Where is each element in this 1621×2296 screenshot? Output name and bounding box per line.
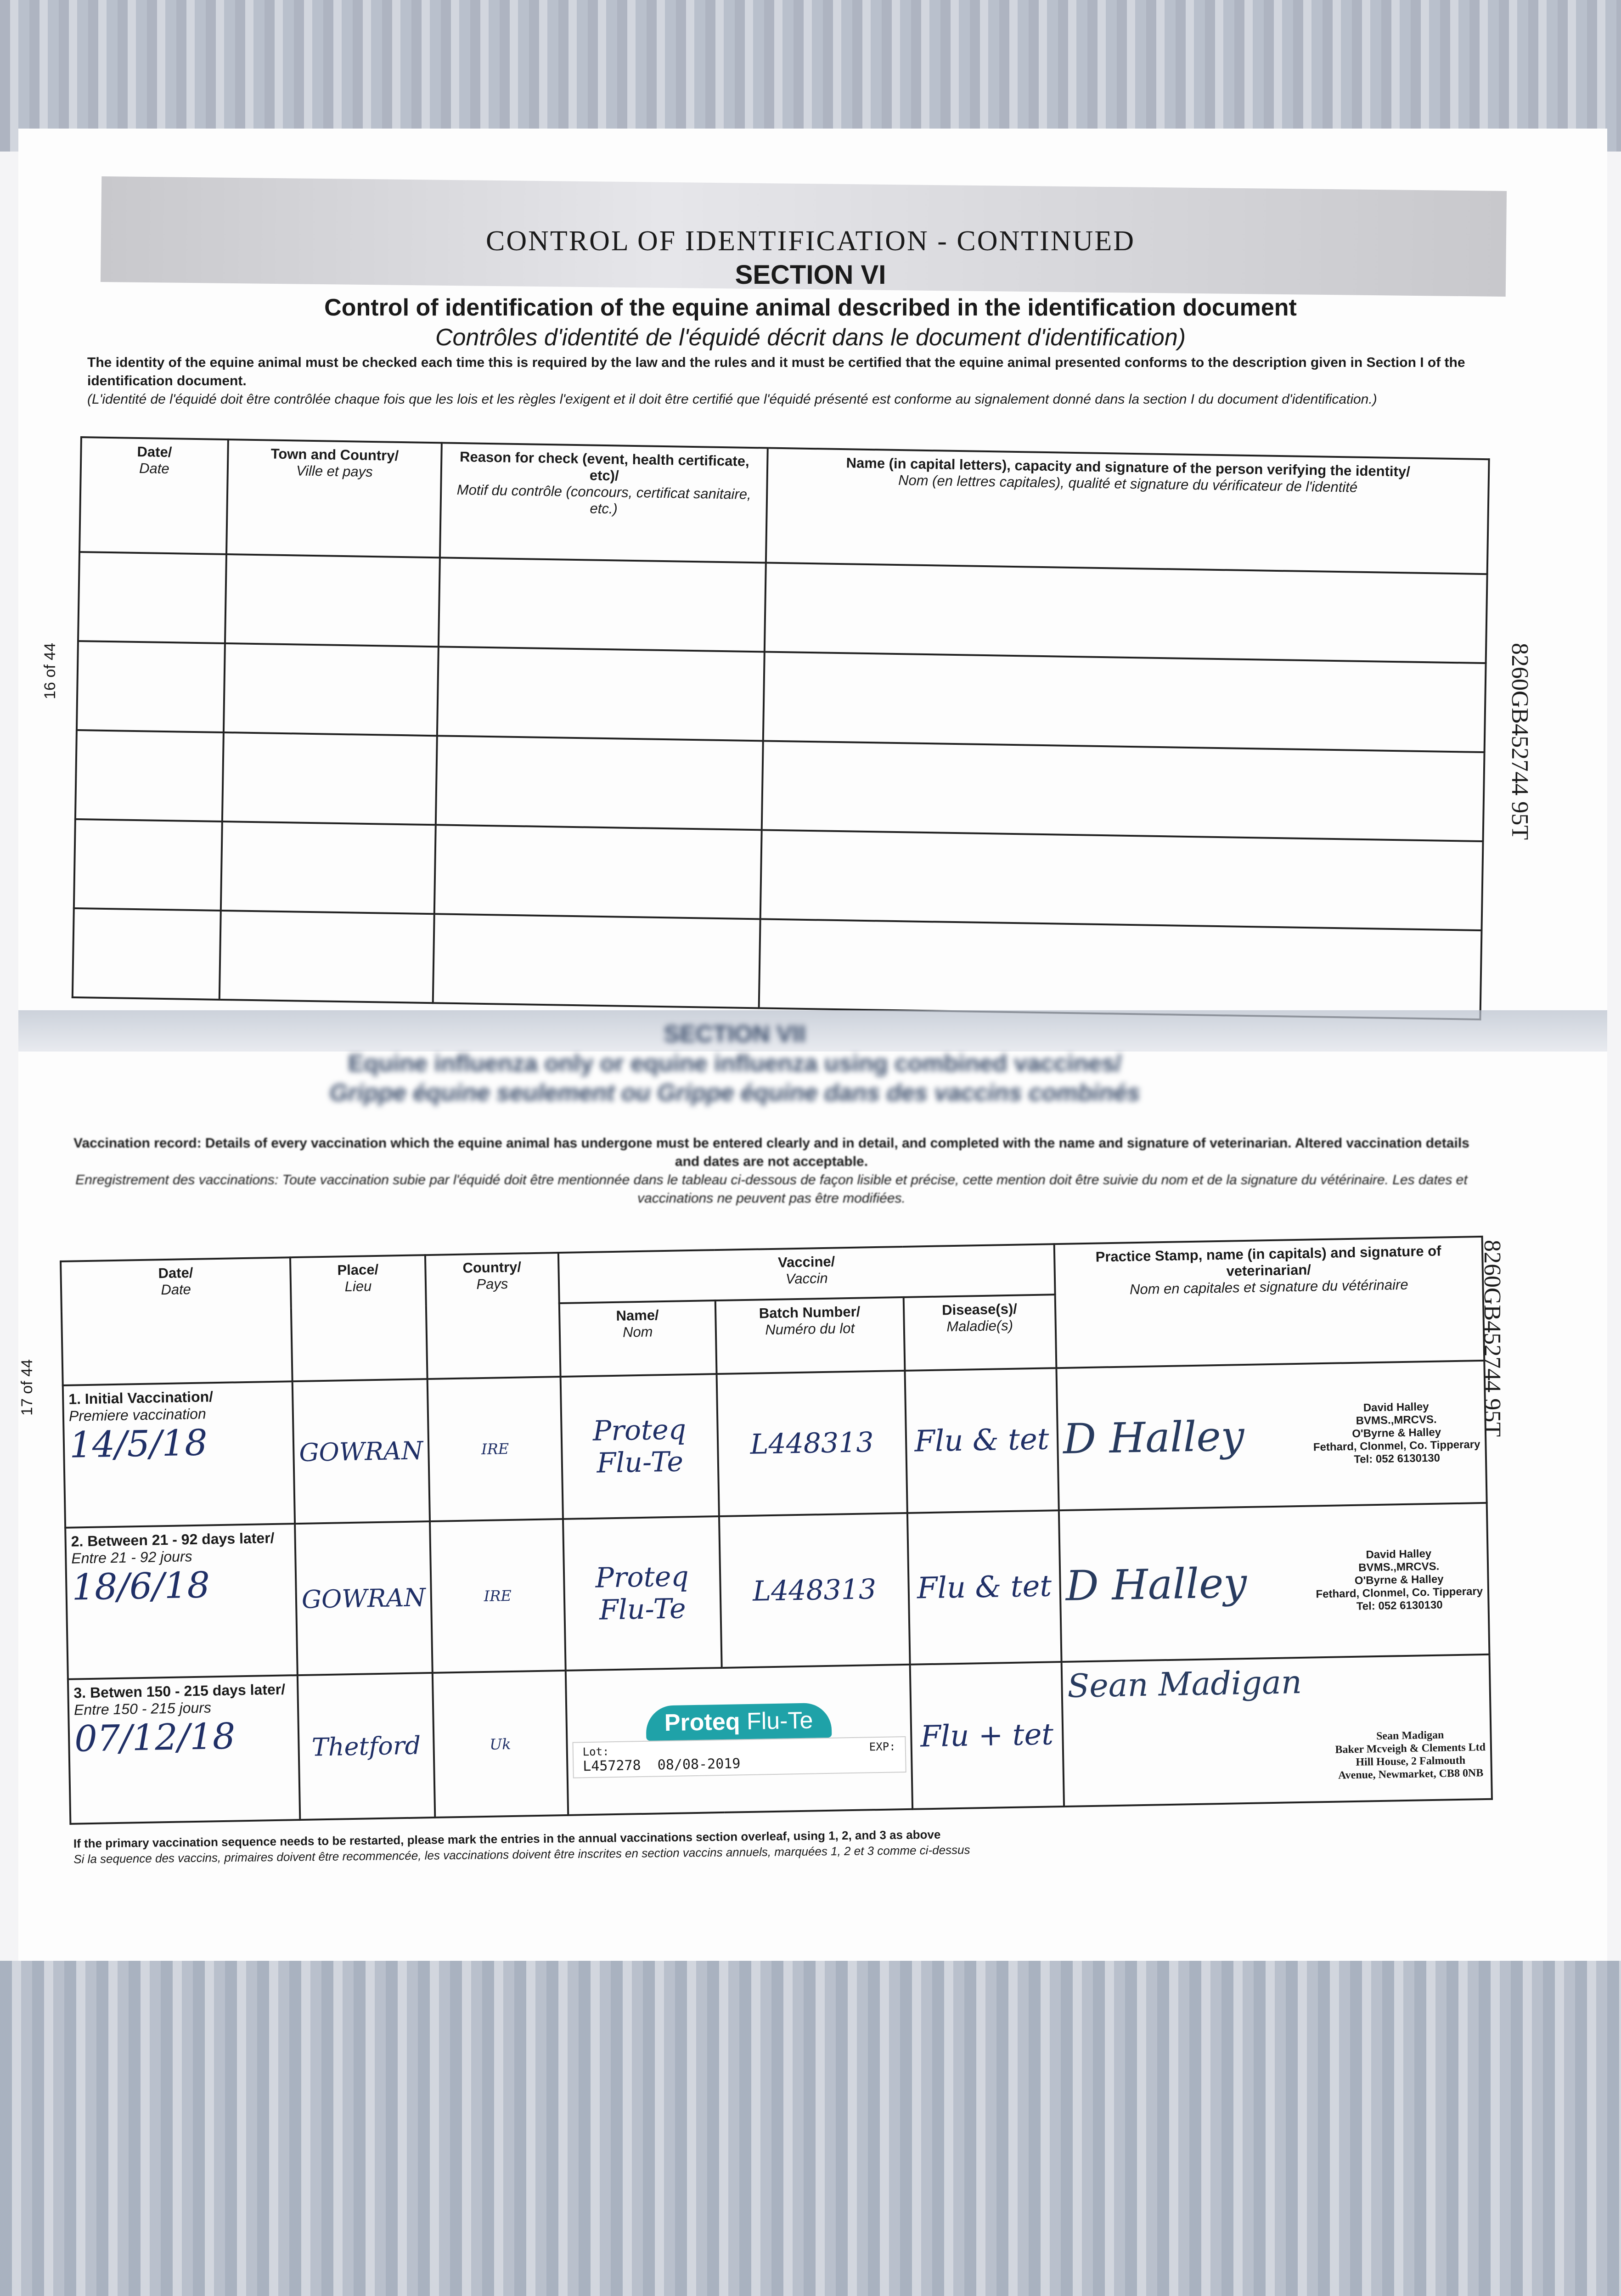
col-place: Place/: [337, 1261, 379, 1278]
batch-value: L448313: [716, 1370, 907, 1517]
col-batch: Batch Number/: [759, 1303, 861, 1322]
vaccination-table: Date/Date Place/Lieu Country/Pays Vaccin…: [60, 1236, 1493, 1825]
banner-title: CONTROL OF IDENTIFICATION - CONTINUED: [485, 225, 1136, 257]
col-date: Date/: [137, 443, 172, 461]
sticker-exp-label: EXP:: [869, 1740, 896, 1754]
sticker-lot-label: Lot:: [582, 1745, 609, 1759]
col-vet: Practice Stamp, name (in capitals) and s…: [1095, 1243, 1441, 1279]
country-value: Uk: [432, 1670, 568, 1818]
row-label: 1. Initial Vaccination/: [68, 1388, 214, 1407]
place-value: Thetford: [297, 1672, 435, 1820]
intro-fr: (L'identité de l'équidé doit être contrô…: [87, 392, 1377, 407]
section7-heading: SECTION VII Equine influenza only or equ…: [298, 1019, 1171, 1111]
passport-id-bottom: 8260GB452744 95T: [1479, 1240, 1505, 1437]
vaccine-name-value: Proteq Flu-Te: [560, 1374, 719, 1519]
intro-en: The identity of the equine animal must b…: [87, 355, 1465, 388]
vaccination-record-text: Vaccination record: Details of every vac…: [73, 1134, 1469, 1208]
sticker-brand: Proteq Flu-Te: [646, 1702, 832, 1741]
practice-stamp: Sean Madigan Baker Mcveigh & Clements Ltd…: [1335, 1728, 1486, 1782]
section-title: SECTION VI: [735, 260, 886, 290]
record-fr: Enregistrement des vaccinations: Toute v…: [75, 1172, 1468, 1206]
col-disease: Disease(s)/: [941, 1300, 1018, 1318]
col-date-fr: Date: [139, 460, 169, 477]
col-disease-fr: Maladie(s): [946, 1317, 1013, 1335]
scan-background-bottom: [0, 1961, 1621, 2296]
page-fold-band: [18, 1010, 1607, 1052]
col-vet-fr: Nom en capitales et signature du vétérin…: [1129, 1276, 1408, 1298]
col-reason-fr: Motif du contrôle (concours, certificat …: [456, 481, 751, 517]
batch-value: L448313: [719, 1513, 910, 1668]
col-batch-fr: Numéro du lot: [765, 1320, 855, 1338]
country-value: IRE: [429, 1519, 566, 1673]
section7-title-en: Equine influenza only or equine influenz…: [348, 1050, 1122, 1077]
col-country-fr: Pays: [476, 1275, 508, 1293]
sticker-details: Lot: EXP: L457278 08/08-2019: [572, 1736, 906, 1778]
vaccine-label-sticker: Proteq Flu-Te Lot: EXP: L457278 08/08-201…: [565, 1664, 912, 1815]
identification-check-table: Date/Date Town and Country/Ville et pays…: [72, 436, 1490, 1020]
record-en: Vaccination record: Details of every vac…: [73, 1136, 1469, 1169]
col-town: Town and Country/: [270, 445, 399, 464]
scan-background-top: [0, 0, 1621, 152]
practice-stamp: David Halley BVMS.,MRCVS. O'Byrne & Halley…: [1315, 1547, 1483, 1614]
vet-signature: D Halley: [1063, 1412, 1245, 1463]
vaccine-name-value: Proteq Flu-Te: [563, 1516, 722, 1671]
col-country: Country/: [462, 1259, 522, 1276]
col-reason: Reason for check (event, health certific…: [459, 448, 749, 484]
date-value: 18/6/18: [71, 1564, 210, 1609]
table-row: 1. Initial Vaccination/Premiere vaccinat…: [62, 1360, 1487, 1528]
row-label: 2. Between 21 - 92 days later/: [71, 1529, 275, 1550]
col-vaccine: Vaccine/: [777, 1253, 835, 1271]
country-value: IRE: [427, 1377, 563, 1522]
page-number-top: 16 of 44: [41, 643, 59, 699]
sticker-brand-name: Proteq: [664, 1708, 740, 1737]
section-heading-fr: Contrôles d'identité de l'équidé décrit …: [435, 324, 1186, 351]
place-value: GOWRAN: [295, 1521, 433, 1676]
date-value: 14/5/18: [69, 1422, 208, 1466]
col-date-fr: Date: [161, 1281, 191, 1298]
col-place-fr: Lieu: [344, 1278, 372, 1295]
disease-value: Flu & tet: [907, 1510, 1062, 1665]
sticker-product: Flu-Te: [746, 1707, 813, 1735]
col-name-fr: Nom: [622, 1323, 653, 1340]
sticker-exp: 08/08-2019: [657, 1756, 741, 1773]
date-value: 07/12/18: [74, 1716, 236, 1760]
section7-title-fr: Grippe équine seulement ou Grippe équine…: [329, 1080, 1140, 1106]
practice-stamp: David Halley BVMS.,MRCVS. O'Byrne & Halley…: [1312, 1400, 1480, 1467]
passport-id-top: 8260GB452744 95T: [1507, 643, 1533, 840]
place-value: GOWRAN: [292, 1379, 430, 1524]
vet-signature: D Halley: [1065, 1559, 1247, 1610]
row-label: 3. Betwen 150 - 215 days later/: [73, 1681, 286, 1701]
disease-value: Flu + tet: [910, 1662, 1064, 1809]
col-name: Name/: [616, 1307, 659, 1324]
page-number-bottom: 17 of 44: [18, 1359, 36, 1416]
intro-text: The identity of the equine animal must b…: [87, 354, 1483, 409]
table-row: 2. Between 21 - 92 days later/Entre 21 -…: [65, 1503, 1490, 1679]
vet-signature: Sean Madigan: [1067, 1663, 1302, 1705]
disease-value: Flu & tet: [905, 1368, 1059, 1513]
section7-title: SECTION VII: [664, 1021, 806, 1047]
stamp-line: Avenue, Newmarket, CB8 0NB: [1338, 1767, 1484, 1782]
sticker-lot: L457278: [582, 1757, 641, 1775]
section-heading-en: Control of identification of the equine …: [324, 294, 1297, 321]
col-town-fr: Ville et pays: [296, 462, 373, 480]
col-date: Date/: [158, 1264, 193, 1282]
table-header-row: Date/Date Town and Country/Ville et pays…: [79, 437, 1489, 574]
table-row: 3. Betwen 150 - 215 days later/Entre 150…: [68, 1654, 1492, 1824]
